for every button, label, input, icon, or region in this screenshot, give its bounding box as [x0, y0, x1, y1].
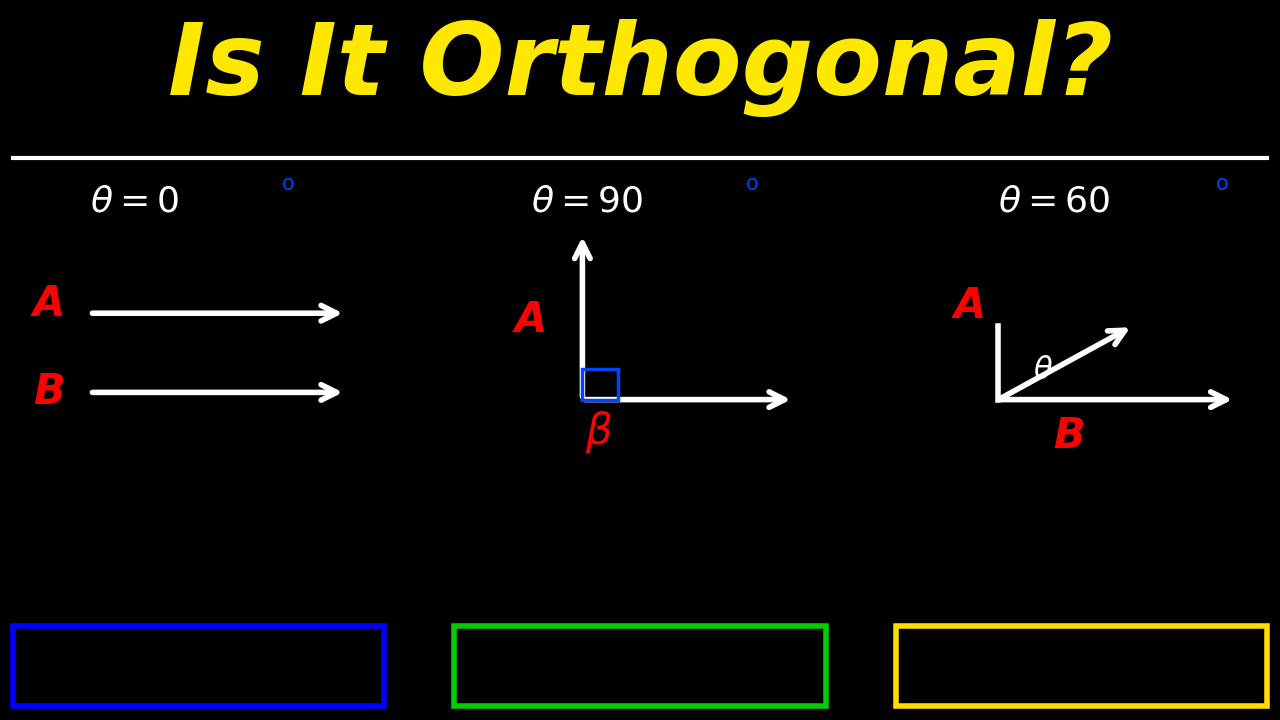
Text: $\theta$: $\theta$ [1033, 356, 1053, 385]
Text: B: B [1053, 415, 1084, 456]
Text: $\theta = 0$: $\theta = 0$ [90, 184, 179, 219]
Text: A: A [32, 283, 65, 325]
Text: A: A [515, 300, 548, 341]
Text: o: o [746, 174, 759, 194]
Text: o: o [1216, 174, 1229, 194]
Text: o: o [282, 174, 294, 194]
FancyBboxPatch shape [896, 626, 1267, 706]
Text: Parallel: Parallel [116, 647, 280, 685]
FancyBboxPatch shape [13, 626, 384, 706]
Text: Orthogonal: Orthogonal [517, 647, 763, 685]
FancyBboxPatch shape [454, 626, 826, 706]
Text: B: B [33, 372, 64, 413]
Text: $\theta = 60$: $\theta = 60$ [998, 184, 1111, 219]
Bar [582, 369, 618, 400]
Text: $\theta = 90$: $\theta = 90$ [531, 184, 644, 219]
Text: $\beta$: $\beta$ [585, 409, 613, 455]
Text: Is It Orthogonal?: Is It Orthogonal? [168, 19, 1112, 117]
Text: A: A [954, 285, 987, 327]
Text: Neither: Neither [1000, 647, 1164, 685]
